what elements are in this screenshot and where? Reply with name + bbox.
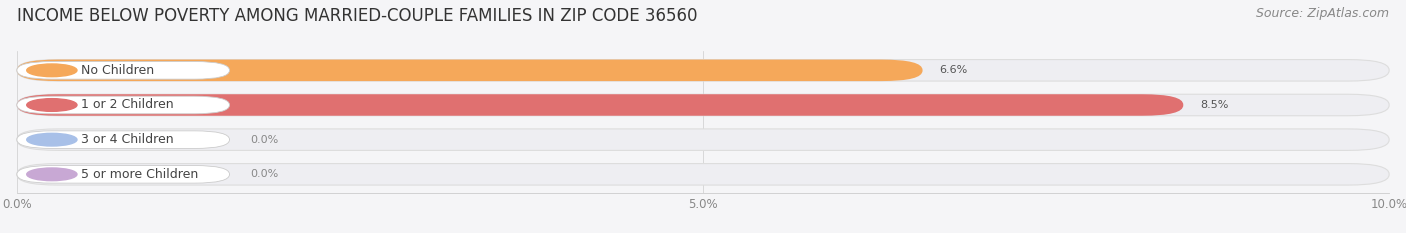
FancyBboxPatch shape [17,164,1389,185]
Text: 0.0%: 0.0% [250,169,278,179]
Text: 6.6%: 6.6% [939,65,967,75]
FancyBboxPatch shape [17,94,1389,116]
FancyBboxPatch shape [17,129,1389,151]
Circle shape [27,133,77,146]
Text: 0.0%: 0.0% [250,135,278,145]
Text: 8.5%: 8.5% [1199,100,1227,110]
FancyBboxPatch shape [17,62,229,79]
Circle shape [27,99,77,111]
Text: 5 or more Children: 5 or more Children [82,168,198,181]
FancyBboxPatch shape [17,60,922,81]
Circle shape [27,64,77,77]
FancyBboxPatch shape [17,94,1184,116]
Text: No Children: No Children [82,64,155,77]
Circle shape [27,168,77,181]
Text: 1 or 2 Children: 1 or 2 Children [82,99,174,112]
Text: 3 or 4 Children: 3 or 4 Children [82,133,174,146]
Text: Source: ZipAtlas.com: Source: ZipAtlas.com [1256,7,1389,20]
FancyBboxPatch shape [17,96,229,114]
FancyBboxPatch shape [17,131,229,148]
FancyBboxPatch shape [17,165,229,183]
Text: INCOME BELOW POVERTY AMONG MARRIED-COUPLE FAMILIES IN ZIP CODE 36560: INCOME BELOW POVERTY AMONG MARRIED-COUPL… [17,7,697,25]
FancyBboxPatch shape [17,60,1389,81]
